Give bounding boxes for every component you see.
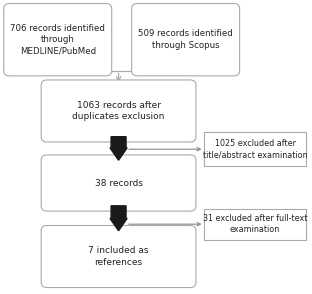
Text: 1025 excluded after
title/abstract examination: 1025 excluded after title/abstract exami… xyxy=(203,139,307,159)
Text: 7 included as
references: 7 included as references xyxy=(88,246,149,267)
Bar xyxy=(204,209,306,240)
FancyBboxPatch shape xyxy=(132,4,240,76)
Text: 1063 records after
duplicates exclusion: 1063 records after duplicates exclusion xyxy=(72,101,165,121)
FancyBboxPatch shape xyxy=(41,80,196,142)
FancyBboxPatch shape xyxy=(4,4,112,76)
Text: 38 records: 38 records xyxy=(95,178,143,188)
FancyBboxPatch shape xyxy=(41,225,196,288)
Polygon shape xyxy=(110,206,127,231)
Text: 31 excluded after full-text
examination: 31 excluded after full-text examination xyxy=(203,214,307,234)
Polygon shape xyxy=(110,137,127,160)
Bar xyxy=(204,132,306,166)
FancyBboxPatch shape xyxy=(41,155,196,211)
Text: 509 records identified
through Scopus: 509 records identified through Scopus xyxy=(138,29,233,50)
Text: 706 records identified
through
MEDLINE/PubMed: 706 records identified through MEDLINE/P… xyxy=(10,24,105,56)
